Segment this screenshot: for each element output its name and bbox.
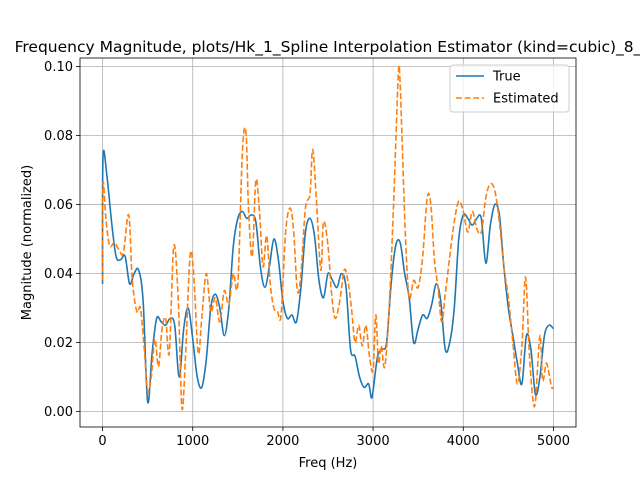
plot-area <box>101 64 555 411</box>
y-axis-label: Magnitude (normalized) <box>20 165 35 320</box>
legend: True Estimated <box>449 64 570 113</box>
chart-title: Frequency Magnitude, plots/Hk_1_Spline I… <box>15 38 640 57</box>
x-axis-label: Freq (Hz) <box>299 456 358 471</box>
x-tick-label: 0 <box>98 434 106 449</box>
y-tick-label: 0.06 <box>44 198 73 213</box>
y-tick-label: 0.02 <box>44 336 73 351</box>
axis-ticks: 0 1000 2000 3000 4000 5000 0.00 0.02 0.04 0.06 0.0… <box>44 60 570 449</box>
x-tick-label: 2000 <box>266 434 299 449</box>
x-tick-label: 5000 <box>537 434 570 449</box>
y-tick-label: 0.00 <box>44 405 73 420</box>
y-tick-label: 0.10 <box>44 60 73 75</box>
x-tick-label: 1000 <box>176 434 209 449</box>
y-tick-label: 0.08 <box>44 129 73 144</box>
x-tick-label: 4000 <box>447 434 480 449</box>
plot-frame <box>79 57 577 428</box>
grid <box>80 58 576 427</box>
series-line-estimated <box>101 64 554 411</box>
legend-label: True <box>492 70 521 85</box>
x-tick-label: 3000 <box>357 434 390 449</box>
legend-label: Estimated <box>493 92 559 107</box>
y-tick-label: 0.04 <box>44 267 73 282</box>
